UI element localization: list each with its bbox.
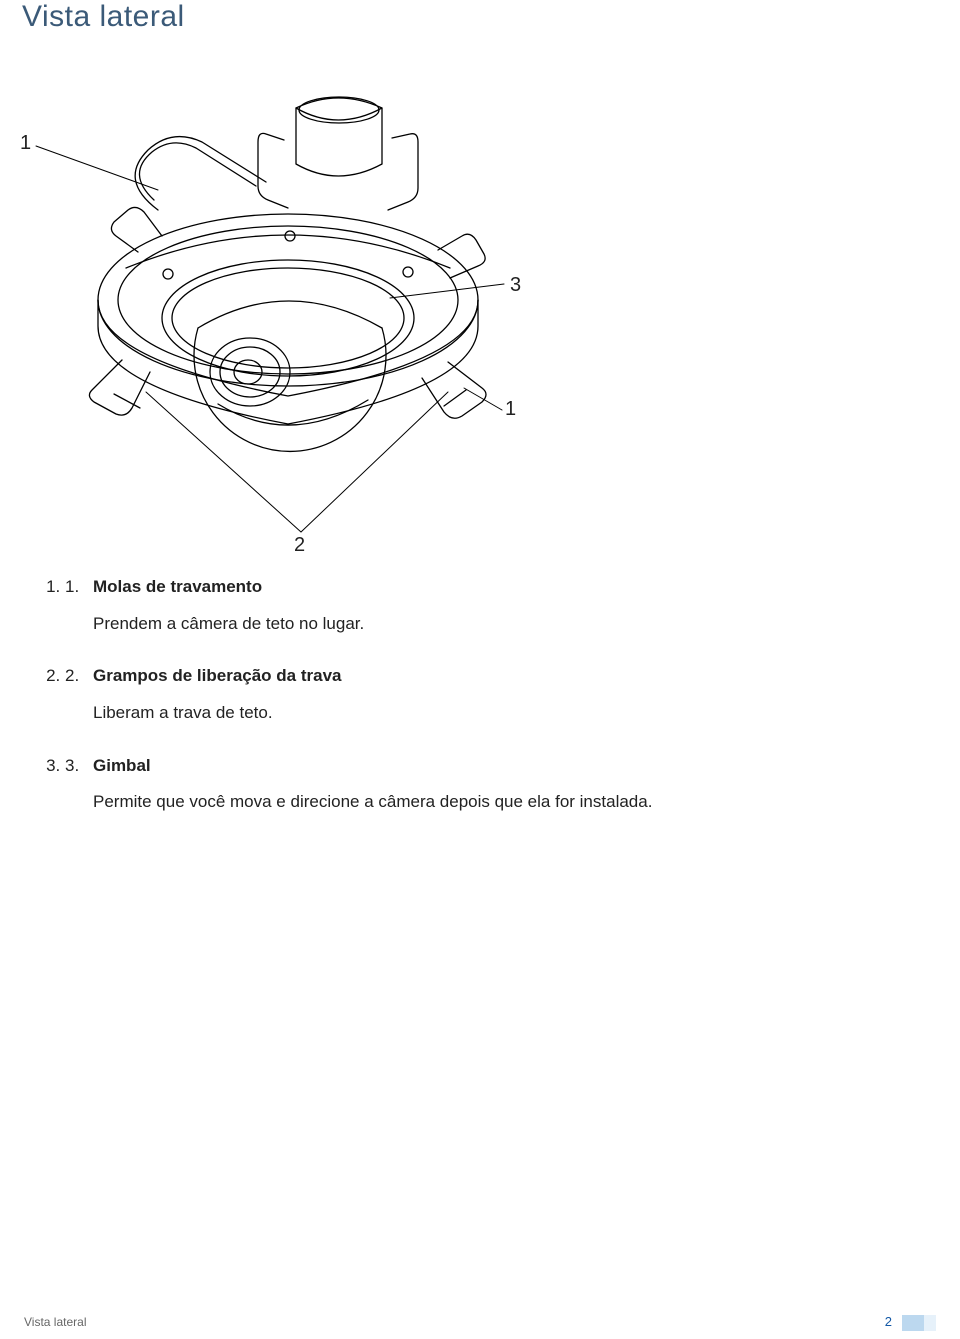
callout-1-top: 1 (20, 132, 31, 155)
callout-3: 3 (510, 274, 521, 297)
page-title: Vista lateral (22, 0, 185, 34)
parts-list: 1. Molas de travamento Prendem a câmera … (65, 575, 885, 843)
footer-decoration (902, 1315, 936, 1331)
list-body: Prendem a câmera de teto no lugar. (93, 612, 885, 637)
list-num: 2. (65, 664, 79, 689)
list-item: 2. Grampos de liberação da trava Liberam… (65, 664, 885, 725)
list-num: 3. (65, 754, 79, 779)
list-head: Molas de travamento (93, 577, 262, 596)
footer-section-title: Vista lateral (24, 1315, 86, 1329)
list-num: 1. (65, 575, 79, 600)
list-body: Liberam a trava de teto. (93, 701, 885, 726)
list-item: 3. Gimbal Permite que você mova e direci… (65, 754, 885, 815)
device-illustration (18, 60, 558, 580)
callout-2: 2 (294, 534, 305, 557)
list-item: 1. Molas de travamento Prendem a câmera … (65, 575, 885, 636)
page-footer: Vista lateral 2 (0, 1305, 960, 1339)
list-head: Grampos de liberação da trava (93, 666, 342, 685)
callout-1-bottom: 1 (505, 398, 516, 421)
footer-page-number: 2 (885, 1314, 892, 1329)
diagram: 1 3 1 2 (18, 60, 558, 580)
list-head: Gimbal (93, 756, 151, 775)
list-body: Permite que você mova e direcione a câme… (93, 790, 885, 815)
